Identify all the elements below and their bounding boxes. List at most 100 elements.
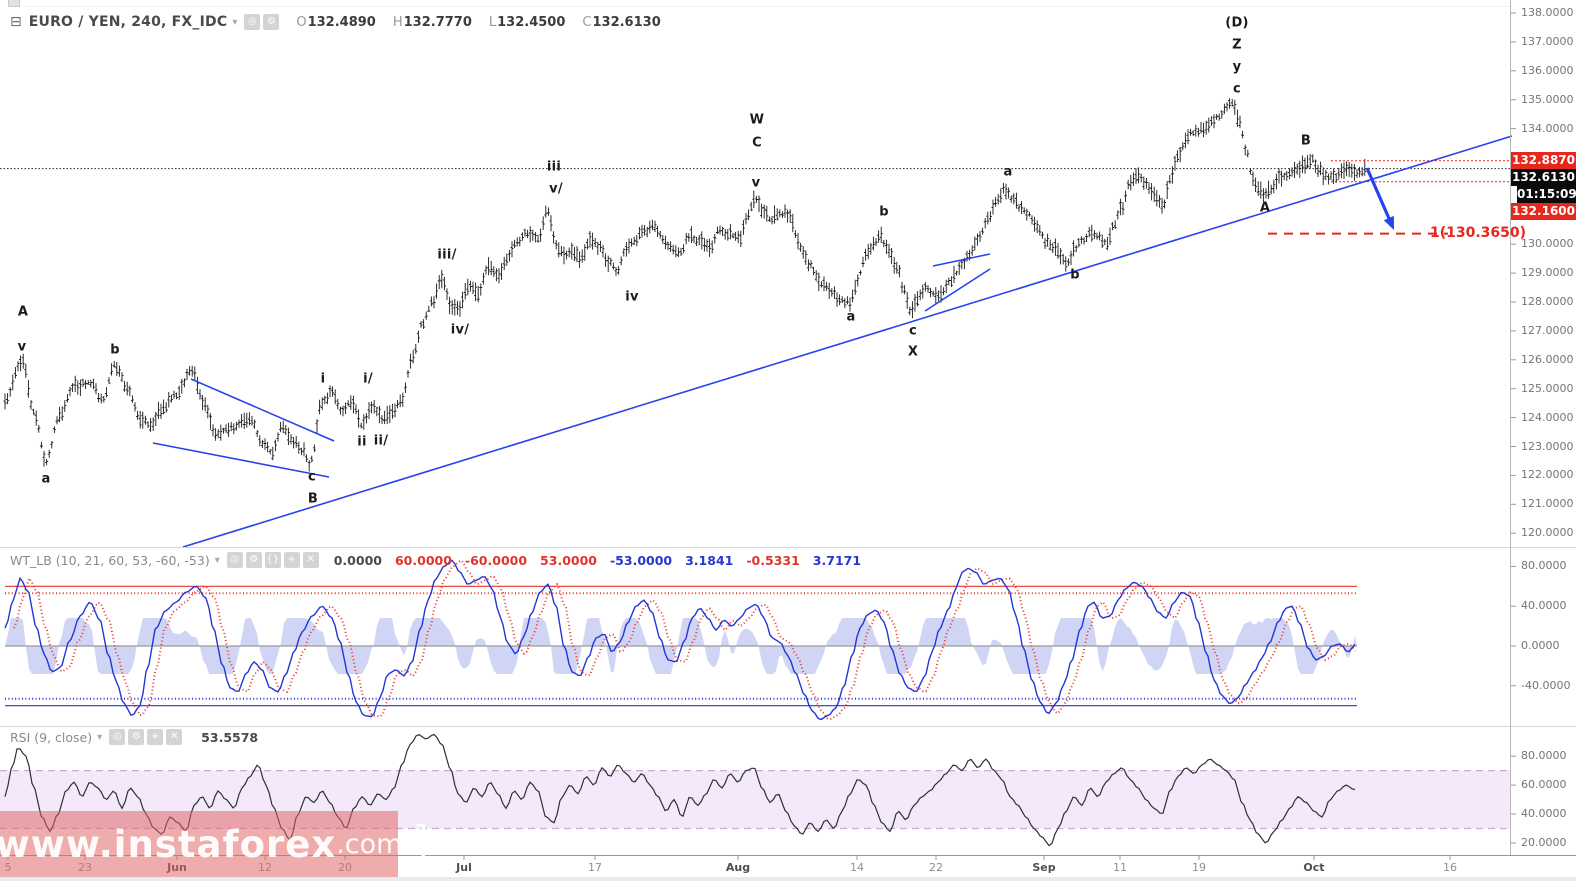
trendline-4[interactable] bbox=[924, 268, 991, 312]
wave-label-c[interactable]: c bbox=[1232, 81, 1242, 97]
wave-label-b[interactable]: b bbox=[1070, 267, 1080, 283]
wave-label-iv[interactable]: iv bbox=[625, 289, 639, 305]
close-price: 132.6130 bbox=[592, 14, 661, 30]
trendline-1[interactable] bbox=[190, 378, 335, 442]
wave-label-a[interactable]: A bbox=[17, 304, 29, 320]
wave-label-c[interactable]: c bbox=[908, 323, 918, 339]
wave-label-a[interactable]: a bbox=[1003, 164, 1013, 180]
wt-indicator-title[interactable]: WT_LB (10, 21, 60, 53, -60, -53) bbox=[10, 552, 210, 568]
down-arrow[interactable] bbox=[1365, 167, 1393, 224]
rsi-axis-label[interactable]: 60.0000 bbox=[1521, 778, 1567, 792]
price-axis-label[interactable]: 138.0000 bbox=[1521, 6, 1574, 19]
time-axis-label[interactable]: Jul bbox=[456, 861, 472, 874]
price-axis-label[interactable]: 128.0000 bbox=[1521, 295, 1574, 308]
wave-label-c[interactable]: C bbox=[752, 135, 762, 151]
add-icon[interactable]: + bbox=[283, 552, 300, 568]
time-axis-label[interactable]: 19 bbox=[1192, 861, 1206, 874]
candlestick-series bbox=[3, 98, 1367, 472]
time-axis-label[interactable]: Oct bbox=[1303, 861, 1325, 874]
price-axis-label[interactable]: 129.0000 bbox=[1521, 266, 1574, 280]
wt-axis-label[interactable]: -40.0000 bbox=[1521, 678, 1571, 692]
rsi-axis-label[interactable]: 40.0000 bbox=[1521, 807, 1567, 821]
wt-axis-label[interactable]: 80.0000 bbox=[1521, 559, 1567, 573]
trendline-3[interactable] bbox=[932, 253, 991, 267]
time-axis-label[interactable]: 14 bbox=[850, 861, 864, 874]
countdown-badge: 01:15:09 bbox=[1511, 186, 1576, 203]
price-axis-label[interactable]: 124.0000 bbox=[1521, 410, 1574, 424]
rsi-indicator-title[interactable]: RSI (9, close) bbox=[10, 729, 93, 745]
price-axis-label[interactable]: 123.0000 bbox=[1521, 439, 1574, 453]
wave-label-x[interactable]: X bbox=[907, 344, 919, 360]
price-axis-label[interactable]: 120.0000 bbox=[1521, 526, 1574, 540]
close-icon[interactable]: ✕ bbox=[302, 552, 319, 568]
visibility-icon[interactable]: ◎ bbox=[109, 729, 126, 745]
wave-label-b[interactable]: b bbox=[879, 204, 889, 220]
price-axis-label[interactable]: 134.0000 bbox=[1521, 121, 1574, 135]
wave-label-iii[interactable]: iii bbox=[546, 159, 562, 175]
wt-axis-label[interactable]: 40.0000 bbox=[1521, 599, 1567, 613]
symbol-title[interactable]: EURO / YEN, 240, FX_IDC bbox=[28, 14, 228, 30]
price-axis-label[interactable]: 135.0000 bbox=[1521, 92, 1574, 106]
price-axis-label[interactable]: 130.0000 bbox=[1521, 237, 1574, 251]
collapse-pane-icon[interactable]: ⊟ bbox=[10, 14, 22, 30]
price-axis-label[interactable]: 121.0000 bbox=[1521, 497, 1574, 511]
rsi-value: 53.5578 bbox=[201, 729, 259, 745]
settings-icon[interactable]: ⚙ bbox=[263, 14, 280, 30]
wave-label-c[interactable]: c bbox=[307, 469, 317, 485]
target-price-label[interactable]: 1(130.3650) bbox=[1430, 225, 1527, 241]
chevron-down-icon[interactable]: ▾ bbox=[232, 16, 238, 28]
source-code-icon[interactable]: {} bbox=[264, 552, 281, 568]
close-icon[interactable]: ✕ bbox=[166, 729, 183, 745]
chevron-down-icon[interactable]: ▾ bbox=[97, 731, 103, 743]
time-axis-label[interactable]: 11 bbox=[1113, 861, 1127, 874]
wave-label-b[interactable]: b bbox=[110, 342, 120, 358]
add-icon[interactable]: + bbox=[147, 729, 164, 745]
price-axis-label[interactable]: 127.0000 bbox=[1521, 323, 1574, 337]
rsi-axis-label[interactable]: 80.0000 bbox=[1521, 749, 1567, 763]
wave-label-a[interactable]: a bbox=[41, 471, 51, 487]
wt-axis-label[interactable]: 0.0000 bbox=[1521, 639, 1560, 652]
wave-label-iv[interactable]: iv/ bbox=[450, 322, 470, 338]
time-axis-label[interactable]: Aug bbox=[725, 861, 751, 874]
wave-label-a[interactable]: a bbox=[846, 309, 856, 325]
time-axis-label[interactable]: Sep bbox=[1032, 861, 1056, 874]
visibility-icon[interactable]: ◎ bbox=[244, 14, 261, 30]
time-axis-label[interactable]: 22 bbox=[929, 861, 943, 874]
wave-label-w[interactable]: W bbox=[749, 112, 765, 128]
price-axis-label[interactable]: 136.0000 bbox=[1521, 63, 1574, 77]
open-value: O 132.4890 bbox=[296, 15, 376, 30]
price-axis-label[interactable]: 126.0000 bbox=[1521, 352, 1574, 366]
open-label: O bbox=[296, 14, 307, 30]
settings-icon[interactable]: ⚙ bbox=[245, 552, 262, 568]
wave-label-b[interactable]: B bbox=[1300, 133, 1312, 149]
settings-icon[interactable]: ⚙ bbox=[128, 729, 145, 745]
wave-label-i[interactable]: i bbox=[320, 371, 326, 387]
high-value: H 132.7770 bbox=[393, 15, 472, 30]
wave-label-b[interactable]: B bbox=[307, 491, 319, 507]
high-label: H bbox=[392, 14, 403, 30]
trendline-2[interactable] bbox=[152, 442, 330, 478]
wave-label-d[interactable]: (D) bbox=[1225, 15, 1249, 31]
visibility-icon[interactable]: ◎ bbox=[226, 552, 243, 568]
wave-label-iii[interactable]: iii/ bbox=[437, 247, 457, 263]
time-axis-label[interactable]: 16 bbox=[1443, 861, 1457, 874]
wt-indicator-header: WT_LB (10, 21, 60, 53, -60, -53) ▾ ◎ ⚙{} +… bbox=[10, 552, 861, 568]
wave-label-a[interactable]: A bbox=[1259, 200, 1271, 216]
rsi-axis-label[interactable]: 20.0000 bbox=[1521, 836, 1567, 849]
wave-label-ii[interactable]: ii bbox=[357, 434, 367, 450]
chevron-down-icon[interactable]: ▾ bbox=[214, 554, 220, 566]
price-axis-label[interactable]: 137.0000 bbox=[1521, 34, 1574, 48]
wave-label-v[interactable]: v bbox=[751, 175, 761, 191]
time-axis-label[interactable]: 17 bbox=[588, 861, 602, 874]
low-price: 132.4500 bbox=[497, 14, 566, 30]
trendline-0[interactable] bbox=[182, 135, 1513, 548]
wave-label-i[interactable]: i/ bbox=[363, 371, 373, 387]
wave-label-v[interactable]: v/ bbox=[549, 181, 563, 197]
price-axis-label[interactable]: 122.0000 bbox=[1521, 468, 1574, 482]
wave-label-ii[interactable]: ii/ bbox=[373, 433, 389, 449]
wave-label-y[interactable]: y bbox=[1232, 59, 1242, 75]
wave-label-v[interactable]: v bbox=[17, 339, 27, 355]
watermark-suffix: .com bbox=[336, 828, 403, 860]
price-axis-label[interactable]: 125.0000 bbox=[1521, 381, 1574, 395]
wave-label-z[interactable]: Z bbox=[1232, 37, 1242, 53]
